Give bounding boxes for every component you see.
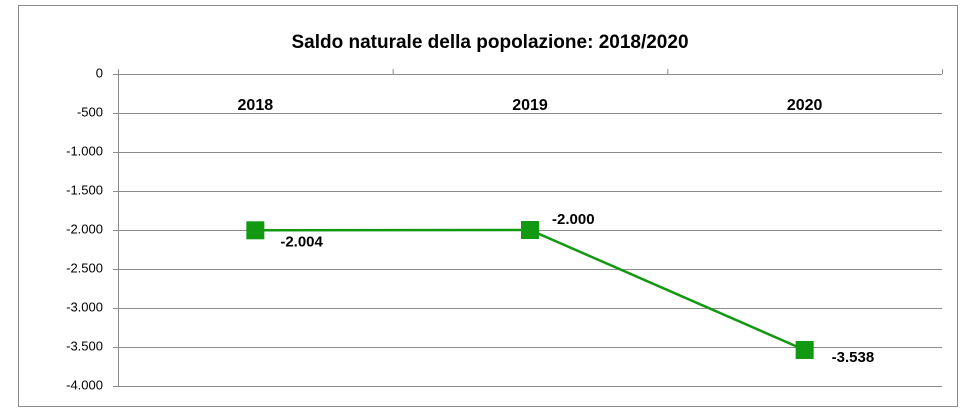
y-tick-label: -2.000 xyxy=(66,221,103,236)
data-point xyxy=(246,221,265,240)
x-tick-label: 2018 xyxy=(238,97,274,114)
y-tick-label: 0 xyxy=(96,65,103,80)
y-tick-label: -4.000 xyxy=(66,377,103,392)
y-tick-label: -500 xyxy=(77,104,103,119)
y-tick-label: -2.500 xyxy=(66,260,103,275)
y-tick-label: -3.500 xyxy=(66,338,103,353)
y-tick-label: -3.000 xyxy=(66,299,103,314)
data-point xyxy=(521,221,539,239)
data-point xyxy=(795,340,814,359)
data-label: -3.538 xyxy=(832,349,875,366)
x-tick-label: 2019 xyxy=(512,97,548,114)
y-tick-label: -1.500 xyxy=(66,182,103,197)
x-tick-label: 2020 xyxy=(787,97,823,114)
data-label: -2.000 xyxy=(552,211,595,228)
y-tick-label: -1.000 xyxy=(66,143,103,158)
chart-title: Saldo naturale della popolazione: 2018/2… xyxy=(291,32,688,53)
chart-frame xyxy=(18,5,958,407)
data-label: -2.004 xyxy=(280,233,323,250)
